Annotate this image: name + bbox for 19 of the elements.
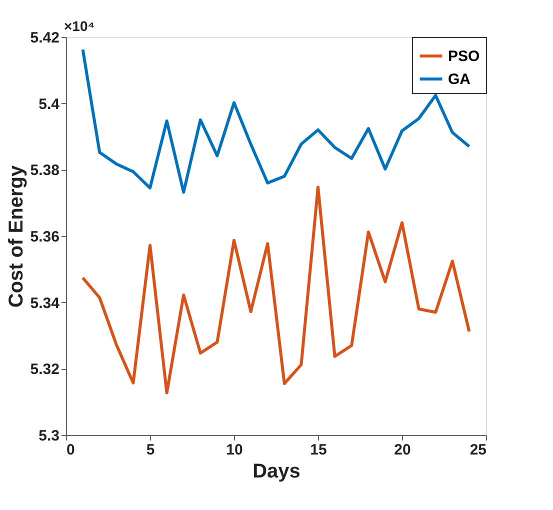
y-tick-label: 5.4: [38, 96, 60, 113]
line-series: [81, 186, 471, 394]
y-tick-label: 5.3: [38, 428, 60, 444]
x-tick-label: 25: [470, 442, 486, 458]
x-axis-title: Days: [252, 460, 300, 482]
y-tick-label: 5.36: [30, 228, 60, 246]
x-tick-label: 5: [146, 442, 155, 458]
y-axis-title: Cost of Energy: [5, 164, 28, 308]
x-tick-label: 15: [310, 442, 327, 458]
y-tick-label: 5.38: [30, 162, 60, 180]
legend-label: GA: [448, 71, 471, 88]
legend-label: PSO: [448, 48, 480, 65]
y-tick-label: 5.42: [30, 30, 60, 46]
y-tick-label: 5.34: [30, 294, 60, 312]
x-tick-label: 20: [394, 442, 411, 458]
x-tick-label: 0: [66, 442, 75, 458]
text: ×10⁴: [64, 18, 95, 34]
x-tick-label: 10: [226, 442, 243, 458]
y-tick-label: 5.32: [30, 361, 60, 378]
